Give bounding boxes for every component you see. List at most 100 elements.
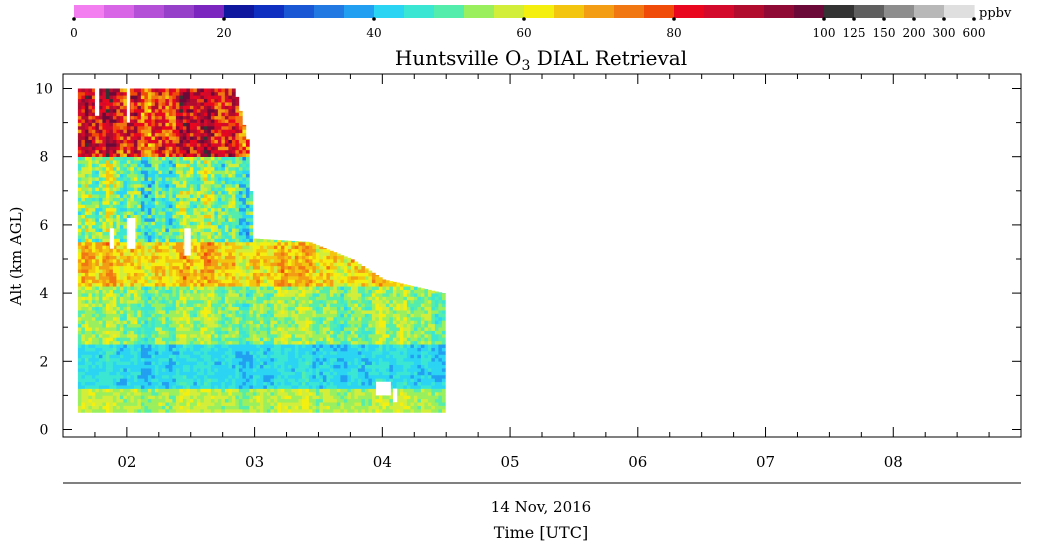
heatmap-cell — [137, 293, 142, 297]
heatmap-cell — [186, 378, 191, 383]
heatmap-cell — [186, 351, 191, 355]
heatmap-cell — [119, 265, 124, 270]
heatmap-cell — [119, 211, 124, 215]
heatmap-cell — [168, 368, 173, 372]
heatmap-cell — [175, 170, 180, 175]
heatmap-cell — [168, 388, 173, 393]
heatmap-cell — [245, 207, 250, 212]
heatmap-cell — [112, 337, 117, 342]
heatmap-cell — [116, 95, 121, 100]
heatmap-cell — [147, 388, 152, 393]
heatmap-cell — [242, 166, 247, 171]
heatmap-cell — [123, 364, 128, 369]
heatmap-cell — [175, 351, 180, 355]
heatmap-cell — [165, 405, 170, 410]
heatmap-cell — [193, 102, 198, 106]
heatmap-cell — [196, 357, 201, 362]
heatmap-cell — [158, 173, 163, 178]
heatmap-cell — [77, 149, 82, 154]
heatmap-cell — [231, 231, 236, 236]
heatmap-cell — [158, 166, 163, 171]
heatmap-cell — [144, 357, 149, 362]
heatmap-cell — [84, 276, 89, 280]
heatmap-cell — [263, 347, 268, 352]
heatmap-cell — [119, 119, 124, 123]
heatmap-cell — [172, 126, 177, 130]
heatmap-cell — [186, 327, 191, 331]
heatmap-cell — [186, 160, 191, 164]
heatmap-cell — [95, 303, 100, 308]
heatmap-cell — [182, 303, 187, 308]
heatmap-cell — [84, 286, 89, 290]
heatmap-cell — [249, 340, 254, 345]
heatmap-cell — [88, 136, 93, 140]
heatmap-cell — [228, 163, 233, 168]
heatmap-cell — [207, 330, 212, 335]
heatmap-cell — [200, 119, 205, 123]
heatmap-cell — [109, 385, 114, 389]
heatmap-cell — [98, 409, 103, 413]
heatmap-cell — [77, 129, 82, 134]
heatmap-cell — [203, 299, 208, 304]
heatmap-cell — [105, 238, 110, 243]
heatmap-cell — [105, 259, 110, 263]
heatmap-cell — [84, 272, 89, 277]
heatmap-cell — [193, 132, 198, 137]
heatmap-cell — [144, 306, 149, 311]
heatmap-cell — [168, 173, 173, 178]
heatmap-cell — [252, 293, 257, 297]
heatmap-cell — [168, 402, 173, 406]
heatmap-cell — [140, 95, 145, 100]
heatmap-cell — [109, 259, 114, 263]
heatmap-cell — [228, 139, 233, 144]
heatmap-cell — [245, 177, 250, 181]
heatmap-cell — [137, 190, 142, 195]
heatmap-cell — [252, 310, 257, 314]
heatmap-cell — [200, 330, 205, 335]
heatmap-cell — [133, 374, 138, 379]
heatmap-cell — [137, 187, 142, 192]
heatmap-cell — [172, 173, 177, 178]
heatmap-cell — [189, 374, 194, 379]
heatmap-cell — [200, 378, 205, 383]
heatmap-cell — [161, 183, 166, 188]
heatmap-cell — [84, 381, 89, 386]
heatmap-cell — [224, 139, 229, 144]
heatmap-cell — [210, 98, 215, 103]
heatmap-cell — [119, 177, 124, 181]
heatmap-cell — [175, 108, 180, 113]
heatmap-cell — [144, 105, 149, 110]
heatmap-cell — [137, 259, 142, 263]
heatmap-cell — [214, 299, 219, 304]
heatmap-cell — [189, 388, 194, 393]
heatmap-cell — [140, 102, 145, 106]
heatmap-cell — [105, 207, 110, 212]
heatmap-cell — [189, 201, 194, 205]
heatmap-cell — [172, 344, 177, 348]
heatmap-cell — [130, 351, 135, 355]
heatmap-cell — [119, 299, 124, 304]
heatmap-cell — [81, 207, 86, 212]
heatmap-cell — [147, 98, 152, 103]
heatmap-cell — [172, 224, 177, 229]
heatmap-cell — [203, 126, 208, 130]
heatmap-cell — [168, 129, 173, 134]
heatmap-cell — [221, 296, 226, 301]
heatmap-cell — [242, 286, 247, 290]
heatmap-cell — [228, 344, 233, 348]
heatmap-cell — [231, 361, 236, 366]
heatmap-cell — [130, 306, 135, 311]
heatmap-cell — [112, 395, 117, 400]
heatmap-cell — [116, 231, 121, 236]
heatmap-cell — [91, 388, 96, 393]
heatmap-cell — [217, 269, 222, 273]
heatmap-cell — [88, 409, 93, 413]
heatmap-cell — [140, 248, 145, 253]
heatmap-cell — [186, 272, 191, 277]
heatmap-cell — [130, 180, 135, 185]
heatmap-cell — [154, 214, 159, 219]
heatmap-cell — [133, 119, 138, 123]
heatmap-cell — [172, 269, 177, 273]
heatmap-cell — [116, 108, 121, 113]
heatmap-cell — [179, 177, 184, 181]
